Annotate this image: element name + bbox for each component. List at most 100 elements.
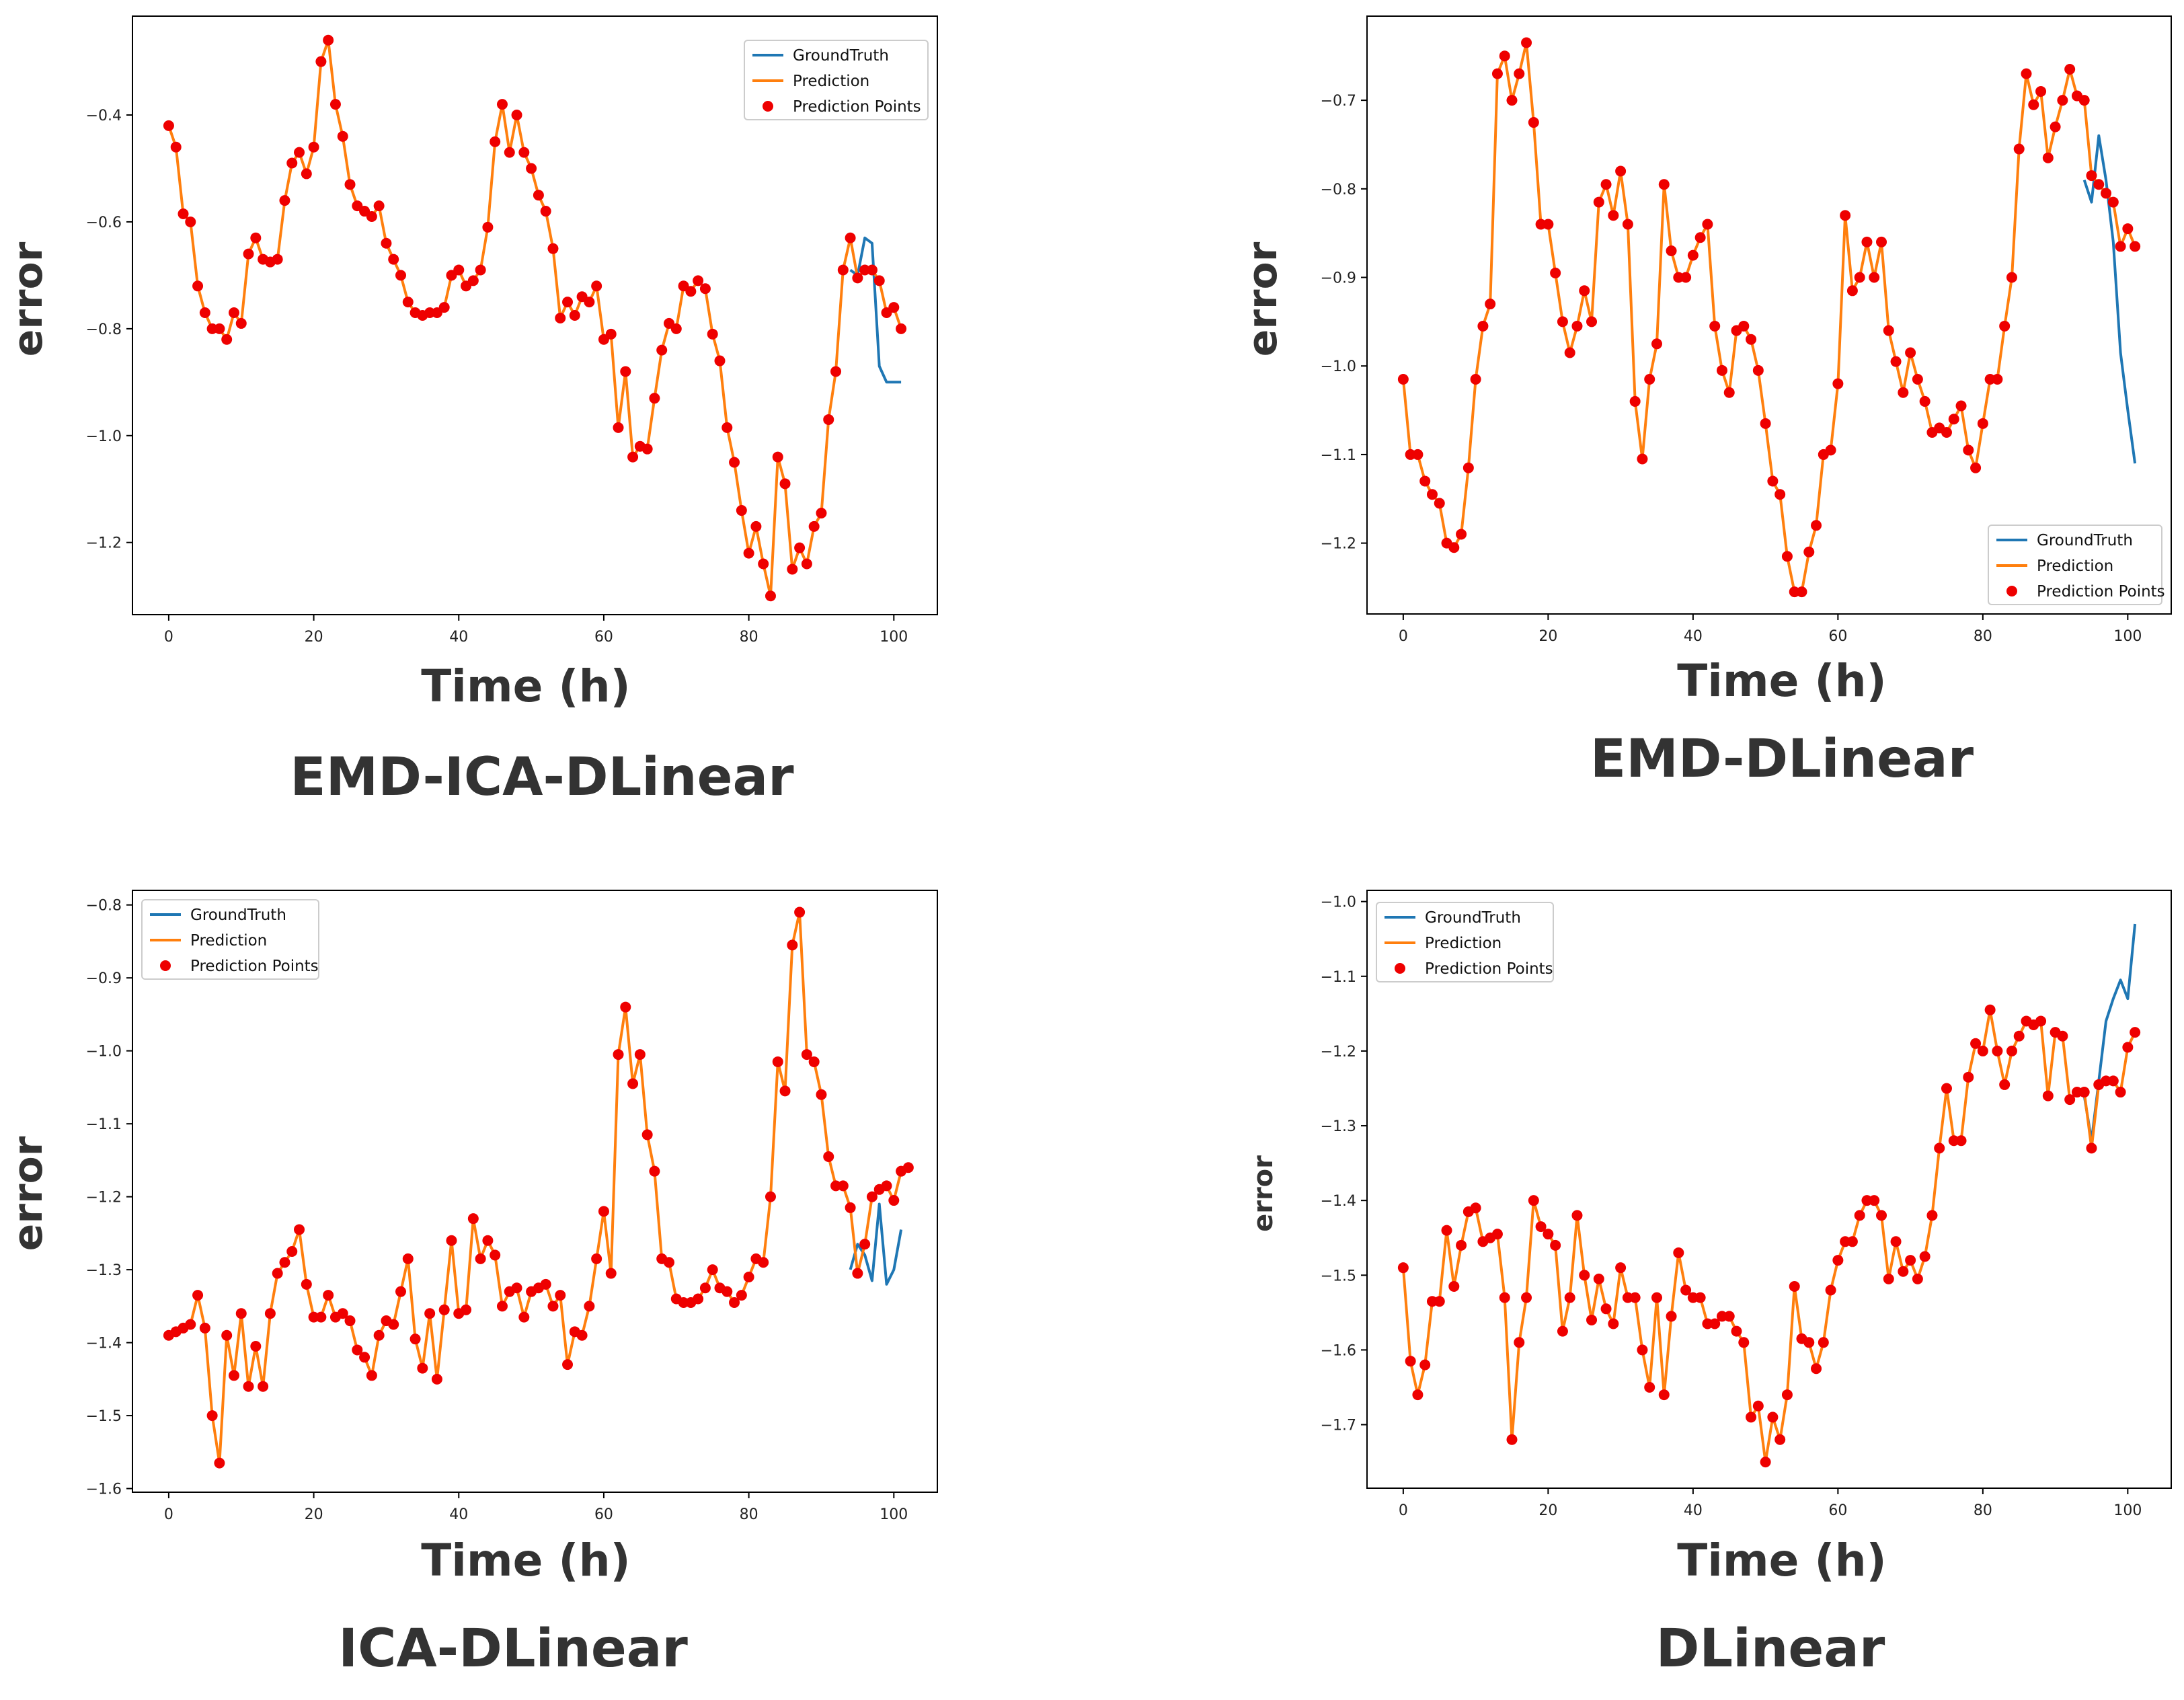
prediction-point — [1883, 1273, 1894, 1284]
prediction-point — [1854, 272, 1865, 283]
panel-emd-dlinear: 0 20 40 60 80 100 −1.2 −1.1 −1.0 −0.9 −0.8 −0.7 Grou… — [1239, 15, 2172, 789]
prediction-point — [1760, 418, 1771, 429]
prediction-point — [2013, 143, 2025, 155]
prediction-point — [315, 1311, 327, 1323]
prediction-point — [178, 208, 189, 220]
prediction-point — [294, 147, 305, 158]
prediction-point — [453, 264, 465, 276]
prediction-point — [1441, 1225, 1452, 1236]
plot-frame — [132, 15, 938, 615]
prediction-point — [1898, 387, 1909, 398]
prediction-point — [1651, 338, 1662, 350]
prediction-point — [1608, 210, 1619, 221]
prediction-point — [1999, 1079, 2011, 1090]
prediction-point — [192, 1290, 204, 1301]
prediction-point — [1992, 1045, 2003, 1056]
prediction-point — [533, 190, 544, 201]
prediction-point — [584, 297, 595, 308]
prediction-point — [1571, 320, 1583, 332]
y-tick-label: −1.7 — [1321, 1418, 1356, 1434]
prediction-point — [395, 1286, 406, 1297]
prediction-point — [1869, 1195, 1880, 1206]
y-tick-label: −1.5 — [86, 1408, 122, 1425]
prediction-point — [1774, 489, 1786, 500]
prediction-point — [1832, 1255, 1844, 1266]
legend: GroundTruth Prediction Prediction Points — [1376, 902, 1554, 982]
prediction-point — [388, 254, 399, 265]
prediction-point — [221, 1329, 233, 1341]
prediction-point — [431, 1373, 442, 1385]
prediction-point — [1514, 68, 1525, 79]
prediction-point — [1426, 489, 1438, 500]
prediction-point — [2057, 95, 2068, 106]
y-tick-label: −0.4 — [86, 108, 122, 124]
prediction-point — [1571, 1210, 1583, 1221]
prediction-point — [1528, 1195, 1539, 1206]
prediction-point — [693, 1293, 704, 1305]
prediction-point — [467, 1213, 479, 1225]
prediction-point — [750, 520, 762, 532]
y-tick-label: −1.0 — [86, 1044, 122, 1060]
prediction-point — [1709, 320, 1721, 332]
prediction-point — [845, 1202, 856, 1213]
prediction-point — [185, 1319, 196, 1330]
prediction-point — [1767, 475, 1779, 487]
prediction-point — [1462, 462, 1474, 473]
prediction-point — [1723, 1311, 1735, 1322]
prediction-point — [808, 1056, 820, 1067]
prediction-point — [381, 237, 392, 249]
prediction-point — [344, 1315, 356, 1327]
prediction-point — [1803, 546, 1815, 557]
y-tick-label: −0.8 — [86, 898, 122, 915]
prediction-point — [1825, 445, 1836, 456]
prediction-point — [772, 451, 783, 463]
prediction-point — [902, 1162, 914, 1173]
chart-title: EMD-DLinear — [1590, 729, 1974, 789]
prediction-point — [258, 1381, 269, 1392]
prediction-point — [1760, 1457, 1771, 1468]
prediction-point — [1941, 427, 1952, 438]
prediction-point — [1694, 1292, 1706, 1303]
x-tick-label: 100 — [2113, 628, 2142, 645]
prediction-point — [2130, 1027, 2141, 1038]
prediction-point — [1984, 1004, 1996, 1015]
prediction-point — [823, 1151, 834, 1162]
prediction-point — [1955, 400, 1967, 412]
y-tick-label: −1.5 — [1321, 1268, 1356, 1284]
prediction-point — [2050, 121, 2061, 132]
legend-box — [744, 40, 929, 120]
y-axis-label: error — [1239, 241, 1286, 356]
y-axis-label: error — [5, 1136, 52, 1251]
prediction-point — [1593, 196, 1604, 208]
legend-prediction-points-label: Prediction Points — [793, 98, 921, 116]
prediction-point — [1397, 373, 1409, 385]
prediction-point — [693, 275, 704, 286]
x-axis-label: Time (h) — [1677, 655, 1886, 707]
prediction-point — [1405, 1356, 1416, 1367]
prediction-point — [388, 1319, 399, 1330]
prediction-point — [496, 99, 508, 110]
prediction-point — [1825, 1284, 1836, 1296]
prediction-point — [1890, 356, 1902, 367]
prediction-point — [873, 275, 885, 286]
prediction-point — [2042, 1090, 2054, 1102]
prediction-point — [279, 1257, 290, 1268]
x-tick-label: 20 — [305, 629, 323, 646]
y-tick-label: −0.8 — [1321, 182, 1356, 198]
prediction-point — [402, 297, 414, 308]
panel-dlinear: 0 20 40 60 80 100 −1.7 −1.6 −1.5 −1.4 −1.3 −1.2 −1.1… — [1248, 890, 2172, 1679]
prediction-point — [758, 558, 769, 570]
x-axis-label: Time (h) — [421, 1535, 630, 1586]
prediction-point — [722, 422, 733, 433]
prediction-point — [1781, 1389, 1793, 1401]
prediction-point — [765, 590, 776, 602]
prediction-point — [598, 1206, 609, 1217]
chart-title: ICA-DLinear — [338, 1619, 688, 1679]
y-tick-label: −0.9 — [1321, 270, 1356, 287]
x-tick-label: 100 — [2113, 1502, 2142, 1519]
prediction-point — [2042, 152, 2054, 163]
prediction-point — [859, 1239, 871, 1250]
legend-groundtruth-label: GroundTruth — [1425, 909, 1521, 927]
prediction-point — [852, 1268, 863, 1279]
prediction-point — [1629, 395, 1641, 407]
